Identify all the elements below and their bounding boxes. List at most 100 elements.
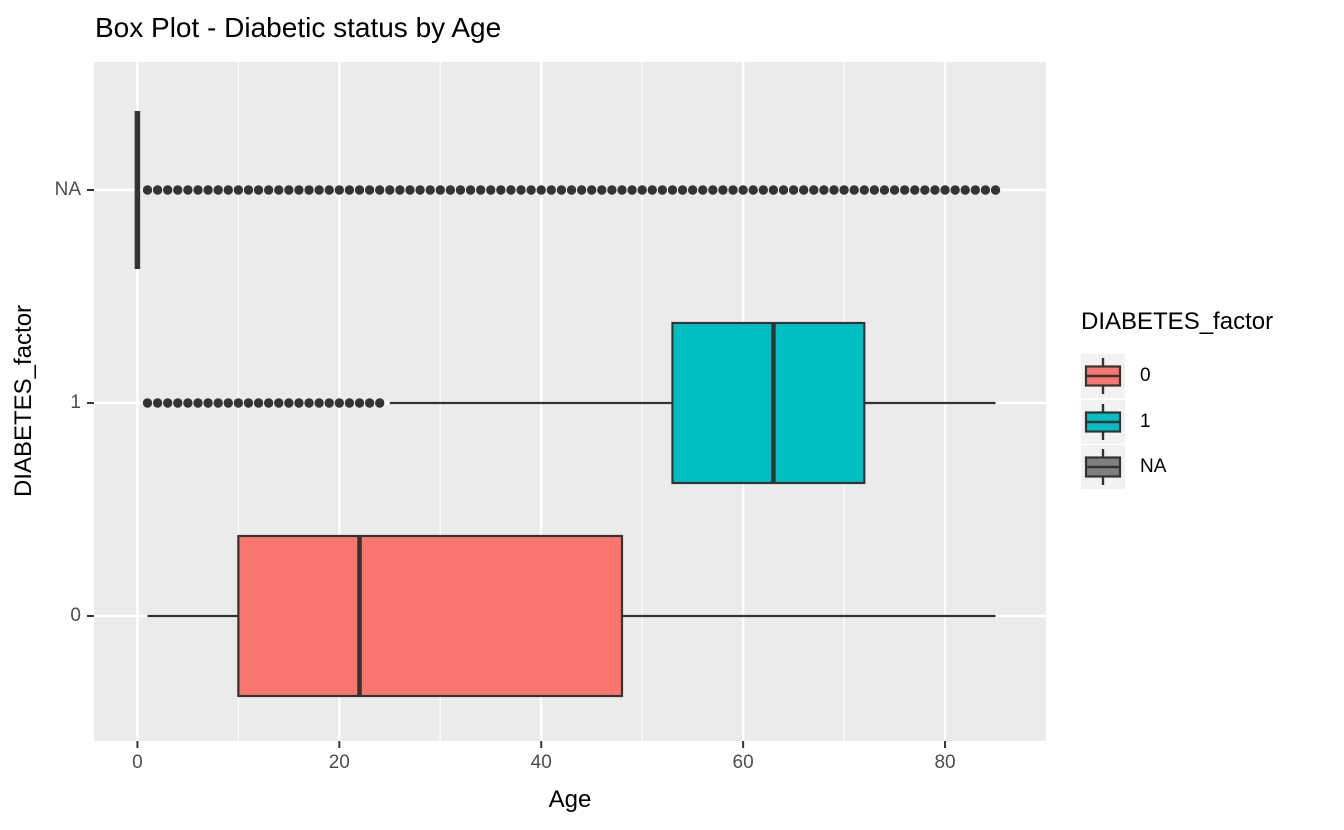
outlier-point	[142, 185, 153, 195]
outlier-point	[718, 185, 728, 195]
outlier-point	[829, 185, 839, 195]
outlier-point	[758, 185, 769, 195]
outlier-point	[364, 185, 375, 195]
y-tick-label: 0	[70, 605, 81, 626]
x-tick-label: 60	[732, 752, 754, 773]
outlier-point	[475, 185, 486, 195]
outlier-point	[364, 398, 375, 408]
box	[237, 534, 624, 698]
outlier-point	[193, 398, 203, 408]
outlier-point	[738, 185, 748, 195]
legend-label: 1	[1140, 410, 1151, 432]
legend-label: NA	[1140, 456, 1167, 477]
outlier-point	[980, 185, 991, 195]
outlier-point	[879, 185, 890, 195]
outlier-point	[667, 185, 678, 195]
outlier-point	[253, 185, 264, 195]
outlier-point	[839, 185, 849, 195]
outlier-point	[425, 185, 435, 195]
legend-entry: 1	[1081, 399, 1273, 444]
outlier-point	[930, 185, 940, 195]
outlier-point	[496, 185, 506, 195]
outlier-point	[183, 185, 193, 195]
outlier-point	[486, 185, 496, 195]
outlier-point	[395, 185, 405, 195]
outlier-point	[809, 185, 819, 195]
outlier-point	[334, 185, 345, 195]
outlier-point	[859, 185, 869, 195]
legend-entry: 0	[1081, 354, 1273, 398]
outlier-point	[324, 398, 334, 408]
outlier-point	[970, 185, 981, 195]
outlier-point	[940, 185, 950, 195]
outlier-point	[213, 398, 223, 408]
outlier-point	[920, 185, 930, 195]
outlier-point	[405, 185, 415, 195]
outlier-point	[990, 185, 1001, 195]
outlier-point	[617, 185, 627, 195]
outlier-point	[819, 185, 829, 195]
outlier-point	[506, 185, 516, 195]
outlier-point	[687, 185, 698, 195]
x-axis-title: Age	[548, 786, 592, 813]
outlier-point	[213, 185, 223, 195]
outlier-point	[304, 185, 314, 195]
outlier-point	[334, 398, 345, 408]
x-tick-label: 0	[132, 752, 143, 773]
outlier-point	[849, 185, 859, 195]
outlier-point	[233, 185, 244, 195]
outlier-point	[314, 185, 324, 195]
outlier-point	[243, 185, 254, 195]
legend: DIABETES_factor 0 1 NA	[1081, 308, 1273, 491]
outlier-point	[375, 398, 385, 408]
outlier-point	[889, 185, 900, 195]
outlier-point	[344, 185, 355, 195]
outlier-point	[546, 185, 557, 195]
outlier-point	[233, 398, 244, 408]
outlier-point	[152, 185, 163, 195]
outlier-point	[294, 398, 304, 408]
outlier-point	[536, 185, 546, 195]
outlier-point	[203, 398, 213, 408]
y-axis-title: DIABETES_factor	[10, 304, 37, 498]
outlier-point	[597, 185, 607, 195]
outlier-point	[142, 398, 153, 408]
outlier-point	[708, 185, 718, 195]
outlier-point	[284, 185, 294, 195]
legend-key-boxplot-icon	[1081, 354, 1125, 398]
outlier-point	[778, 185, 789, 195]
legend-key-boxplot-icon	[1081, 399, 1125, 444]
collapsed-box	[134, 111, 141, 269]
outlier-point	[910, 185, 920, 195]
outlier-point	[253, 398, 264, 408]
legend-label: 0	[1140, 365, 1151, 386]
legend-entry: NA	[1081, 445, 1273, 489]
legend-entries: 0 1 NA	[1081, 354, 1273, 489]
outlier-point	[657, 185, 668, 195]
outlier-point	[344, 398, 355, 408]
outlier-point	[354, 398, 365, 408]
outlier-point	[788, 185, 799, 195]
outlier-point	[375, 185, 385, 195]
outlier-point	[869, 185, 880, 195]
outlier-point	[899, 185, 910, 195]
outlier-point	[566, 185, 577, 195]
outlier-point	[526, 185, 536, 195]
legend-title: DIABETES_factor	[1081, 308, 1274, 335]
outlier-point	[950, 185, 960, 195]
outlier-point	[193, 185, 203, 195]
outlier-point	[162, 185, 173, 195]
outlier-point	[263, 185, 274, 195]
y-tick-label: 1	[70, 392, 81, 413]
y-tick-label: NA	[54, 179, 81, 200]
outlier-point	[698, 185, 708, 195]
outlier-point	[455, 185, 466, 195]
outlier-point	[516, 185, 526, 195]
outlier-point	[607, 185, 617, 195]
outlier-point	[556, 185, 567, 195]
outlier-point	[304, 398, 314, 408]
outlier-point	[637, 185, 647, 195]
outlier-point	[223, 398, 233, 408]
